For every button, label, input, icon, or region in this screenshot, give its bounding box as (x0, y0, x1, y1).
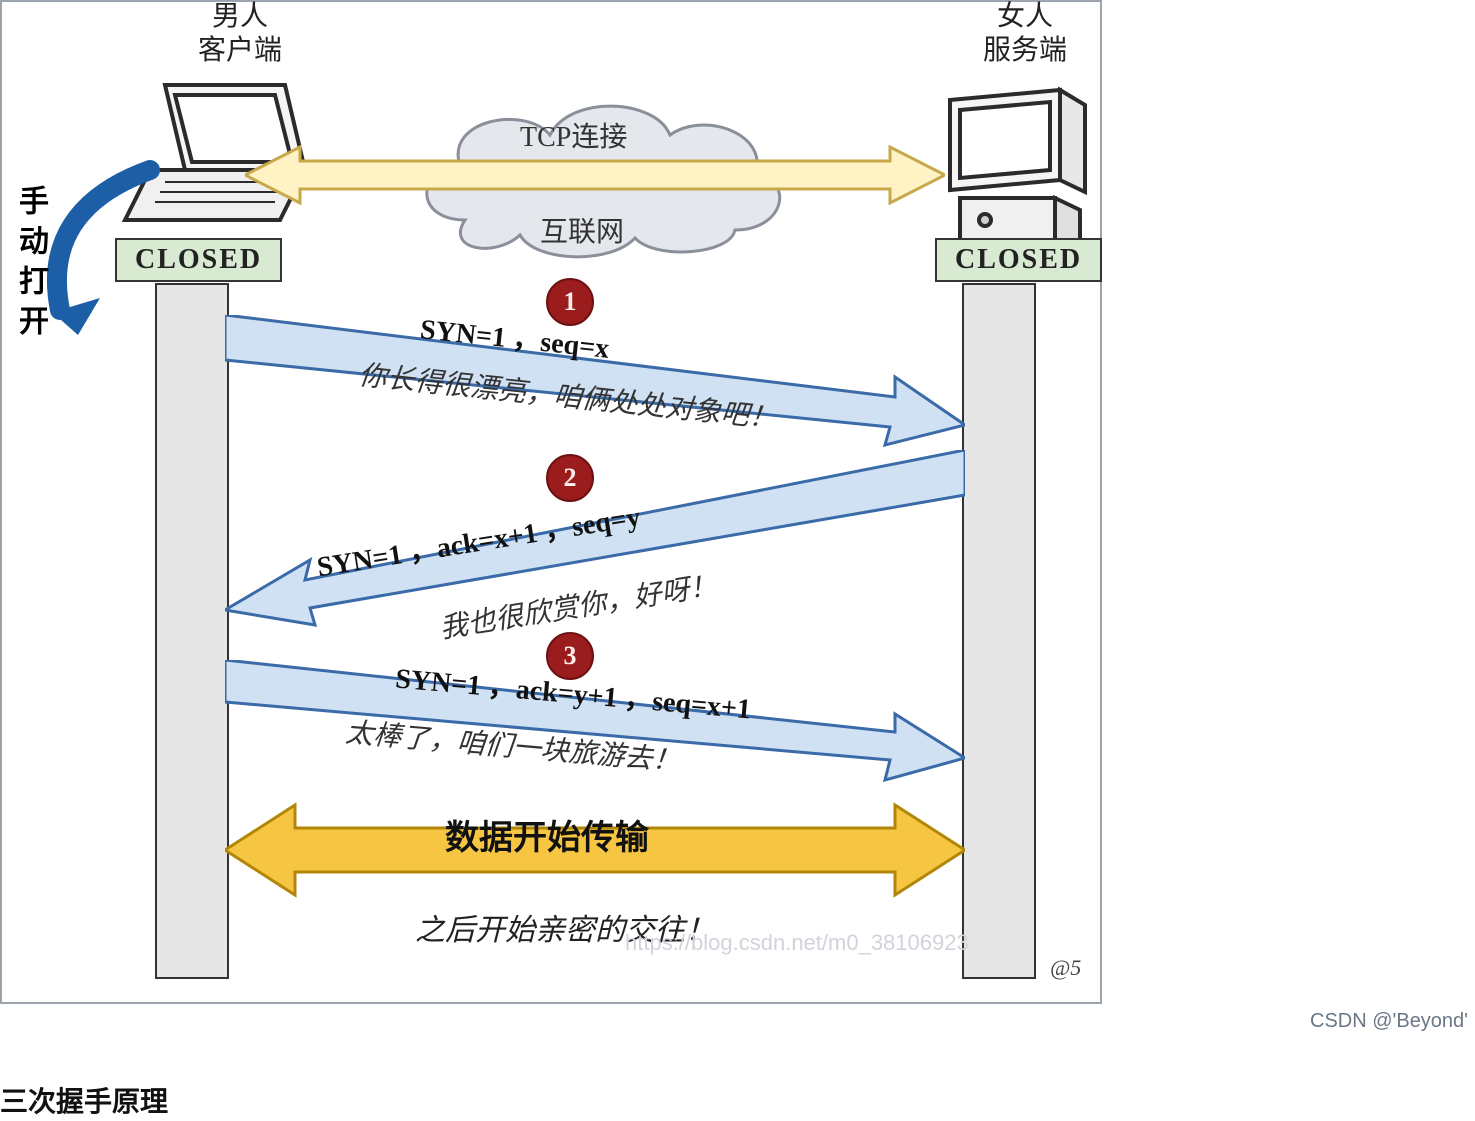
server-title: 女人 服务端 (945, 0, 1105, 67)
client-state-badge: CLOSED (115, 238, 282, 282)
step2-circle: 2 (546, 454, 594, 502)
step3-num: 3 (564, 641, 577, 671)
server-computer-icon (930, 80, 1100, 250)
tcp-connection-arrow (245, 145, 945, 205)
step2-num: 2 (564, 463, 577, 493)
client-title-line1: 男人 (160, 0, 320, 34)
step1-circle: 1 (546, 278, 594, 326)
cloud-bottom-text: 互联网 (540, 210, 624, 250)
client-lifeline (155, 283, 229, 979)
client-title: 男人 客户端 (160, 0, 320, 67)
manual-open-label: 手动打开 (8, 185, 52, 345)
attribution: CSDN @'Beyond' (1310, 1010, 1468, 1033)
signature: @5 (1050, 955, 1081, 981)
data-transfer-title: 数据开始传输 (445, 810, 649, 859)
step1-num: 1 (564, 287, 577, 317)
watermark-text: https://blog.csdn.net/m0_38106923 (625, 930, 969, 956)
client-title-line2: 客户端 (160, 34, 320, 68)
server-title-line2: 服务端 (945, 34, 1105, 68)
bottom-heading: 三次握手原理 (0, 1080, 168, 1120)
server-title-line1: 女人 (945, 0, 1105, 34)
diagram-frame: 男人 客户端 女人 服务端 手动打开 (0, 0, 1475, 1121)
server-state-badge: CLOSED (935, 238, 1102, 282)
server-lifeline (962, 283, 1036, 979)
